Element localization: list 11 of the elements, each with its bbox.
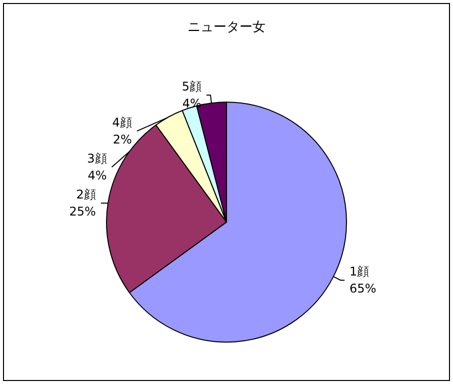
slice-label: 4顔 [112, 116, 132, 130]
slice-label: 2顔 [76, 188, 96, 202]
slice-label: 1顔 [350, 264, 370, 279]
data-label: 65% [350, 282, 376, 296]
chart-title: ニューター女 [188, 20, 266, 35]
data-label: 2% [112, 132, 132, 147]
slice-label: 3顔 [87, 152, 107, 166]
data-label: 4% [182, 96, 202, 111]
slice-label: 5顔 [182, 80, 202, 94]
data-label: 4% [88, 168, 107, 183]
data-label: 25% [69, 204, 96, 219]
